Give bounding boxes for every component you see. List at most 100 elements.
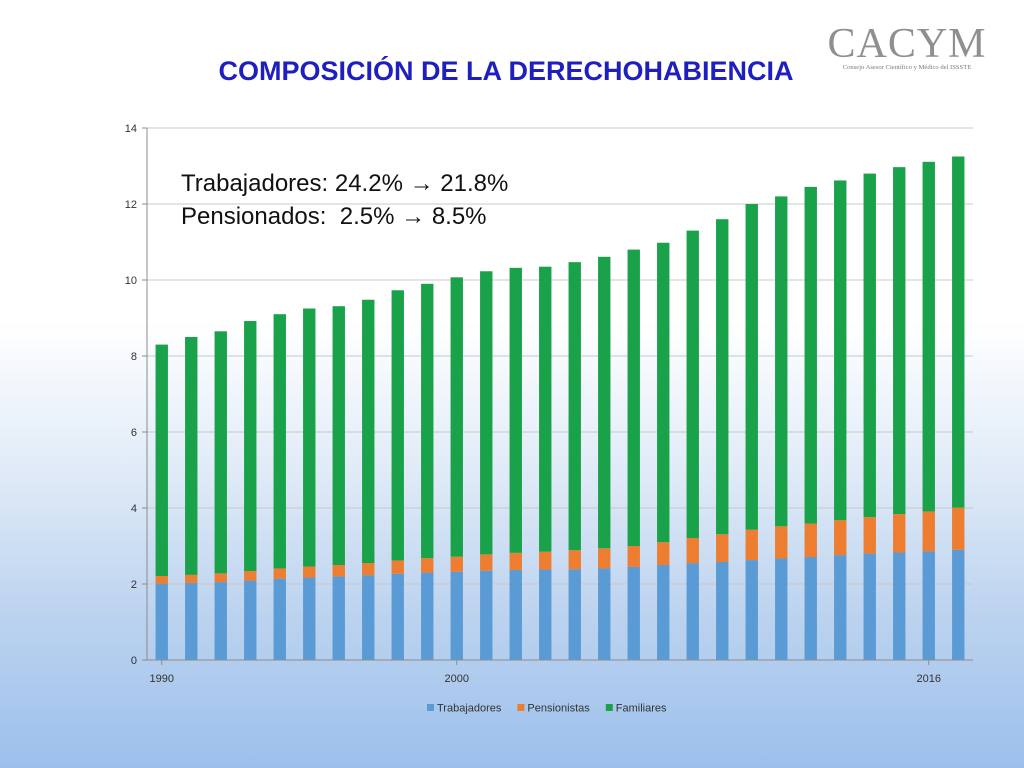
bar-trabajadores-2004: [568, 569, 581, 660]
bar-familiares-1995: [303, 308, 316, 567]
bar-familiares-2013: [834, 180, 847, 521]
bar-trabajadores-1996: [332, 576, 345, 660]
bar-familiares-2017: [952, 156, 965, 508]
bar-familiares-1992: [214, 331, 227, 574]
bar-familiares-1999: [421, 283, 434, 559]
bar-trabajadores-2010: [745, 560, 758, 660]
bar-familiares-1998: [391, 290, 404, 561]
bar-familiares-2005: [598, 256, 611, 549]
bar-familiares-1994: [273, 314, 286, 569]
bar-familiares-2002: [509, 267, 522, 553]
legend-label-trabajadores: Trabajadores: [437, 703, 502, 715]
y-tick-label-14: 14: [125, 123, 137, 135]
annotations: Trabajadores: 24.2% → 21.8% Pensionados: …: [181, 170, 508, 230]
y-tick-label-2: 2: [131, 579, 137, 591]
bar-pensionistas-2006: [627, 546, 640, 567]
annotation-1: Trabajadores: 24.2% → 21.8%: [181, 170, 508, 197]
logo-subtitle: Consejo Asesor Científico y Médico del I…: [842, 64, 972, 71]
bar-familiares-2010: [745, 204, 758, 530]
bar-pensionistas-1997: [362, 563, 375, 576]
cacym-logo: CACYM Consejo Asesor Científico y Médico…: [822, 21, 992, 76]
bar-familiares-2003: [539, 266, 552, 552]
bar-trabajadores-2007: [657, 565, 670, 660]
axes: 0 2 4 6 8 10 12 14 1990 2000 2016: [125, 123, 973, 685]
bar-trabajadores-2016: [922, 551, 935, 660]
bar-pensionistas-2017: [952, 507, 965, 550]
bar-trabajadores-2013: [834, 555, 847, 660]
bar-pensionistas-2001: [480, 554, 493, 571]
bar-trabajadores-2003: [539, 569, 552, 660]
bar-familiares-2001: [480, 271, 493, 555]
bar-pensionistas-2012: [804, 523, 817, 558]
legend-label-familiares: Familiares: [616, 703, 667, 715]
bar-trabajadores-2005: [598, 568, 611, 660]
slide-title: COMPOSICIÓN DE LA DERECHOHABIENCIA: [218, 56, 794, 86]
bar-trabajadores-2002: [509, 569, 522, 660]
bar-pensionistas-1998: [391, 560, 404, 574]
bar-trabajadores-2017: [952, 549, 965, 660]
bar-familiares-2008: [686, 230, 699, 539]
bar-trabajadores-1991: [185, 582, 198, 660]
bar-familiares-1990: [155, 344, 168, 577]
bar-pensionistas-2000: [450, 556, 463, 572]
y-tick-label-12: 12: [125, 199, 137, 211]
bar-pensionistas-2008: [686, 538, 699, 564]
legend-swatch-pensionistas: [517, 704, 525, 711]
x-tick-label-2000: 2000: [445, 673, 469, 685]
bar-trabajadores-2006: [627, 566, 640, 660]
bar-pensionistas-2010: [745, 529, 758, 561]
x-tick-label-2016: 2016: [917, 673, 941, 685]
bar-familiares-2012: [804, 186, 817, 524]
bar-pensionistas-2016: [922, 511, 935, 552]
bar-trabajadores-1995: [303, 577, 316, 660]
bar-pensionistas-2009: [716, 534, 729, 562]
bar-familiares-2007: [657, 242, 670, 543]
bar-familiares-2015: [893, 167, 906, 515]
annotation-2: Pensionados: 2.5% → 8.5%: [181, 203, 487, 230]
bar-familiares-2006: [627, 249, 640, 546]
x-tick-label-1990: 1990: [150, 673, 174, 685]
bar-pensionistas-1990: [155, 576, 168, 584]
bar-pensionistas-1993: [244, 571, 257, 581]
bar-trabajadores-2009: [716, 561, 729, 660]
bar-trabajadores-2011: [775, 558, 788, 660]
y-tick-label-4: 4: [131, 503, 137, 515]
bar-familiares-2000: [450, 277, 463, 557]
bar-trabajadores-1999: [421, 572, 434, 660]
legend: Trabajadores Pensionistas Familiares: [427, 703, 667, 715]
logo-main-text: CACYM: [827, 21, 987, 67]
bar-familiares-2004: [568, 262, 581, 551]
legend-swatch-familiares: [605, 704, 613, 711]
bar-trabajadores-2014: [863, 553, 876, 660]
bar-pensionistas-1995: [303, 566, 316, 578]
bar-pensionistas-2011: [775, 526, 788, 559]
y-tick-label-6: 6: [131, 427, 137, 439]
bar-trabajadores-1990: [155, 583, 168, 660]
bar-pensionistas-2004: [568, 550, 581, 570]
bar-pensionistas-1994: [273, 568, 286, 579]
bar-trabajadores-1998: [391, 573, 404, 660]
bar-pensionistas-1991: [185, 574, 198, 583]
legend-label-pensionistas: Pensionistas: [527, 703, 590, 715]
bar-pensionistas-1996: [332, 565, 345, 577]
bar-familiares-2014: [863, 173, 876, 518]
bar-trabajadores-1997: [362, 575, 375, 660]
bar-trabajadores-1994: [273, 578, 286, 660]
bar-pensionistas-2003: [539, 551, 552, 570]
bar-pensionistas-2002: [509, 552, 522, 570]
bars: [155, 156, 965, 660]
bar-familiares-2009: [716, 219, 729, 535]
bar-pensionistas-2013: [834, 520, 847, 556]
bar-pensionistas-2005: [598, 548, 611, 569]
y-tick-label-8: 8: [131, 351, 137, 363]
bar-trabajadores-1993: [244, 580, 257, 660]
legend-swatch-trabajadores: [427, 704, 434, 711]
bar-pensionistas-1992: [214, 573, 227, 583]
bar-trabajadores-2015: [893, 552, 906, 660]
bar-familiares-2016: [922, 161, 935, 512]
bar-familiares-1996: [332, 306, 345, 565]
bar-familiares-1997: [362, 299, 375, 564]
bar-pensionistas-2007: [657, 542, 670, 565]
bar-trabajadores-2000: [450, 571, 463, 660]
